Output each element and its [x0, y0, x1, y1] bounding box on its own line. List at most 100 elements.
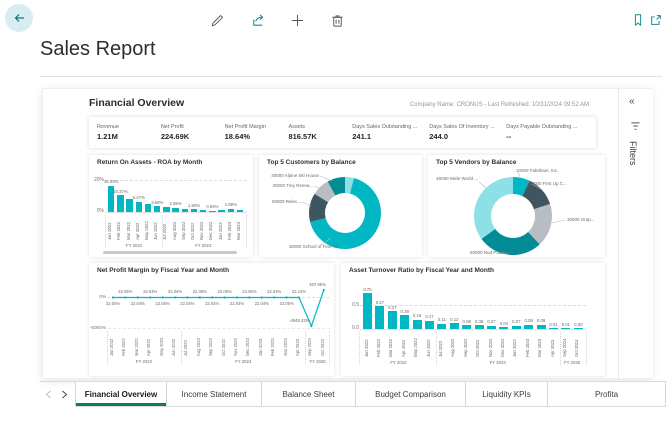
group-label: FY 2022	[390, 360, 407, 365]
x-label: May 2022	[413, 338, 419, 357]
bar-label: 16.53%	[103, 179, 119, 185]
bar	[163, 207, 170, 212]
x-label: Aug 2022	[450, 338, 456, 357]
point-label: 22.13%	[291, 289, 307, 294]
tabs-next-icon[interactable]	[61, 390, 68, 399]
bar-label: 0.19	[412, 313, 422, 319]
donut-chart	[474, 171, 566, 255]
group-label: FY 2022	[126, 243, 143, 248]
bar	[227, 208, 234, 212]
add-plus-icon[interactable]	[288, 11, 306, 29]
bar-label: 0.08	[474, 318, 484, 324]
tab-budget-comparison[interactable]: Budget Comparison	[356, 382, 466, 407]
x-label: Aug 2022	[171, 221, 177, 240]
collapse-chevron-icon[interactable]: «	[629, 96, 635, 107]
funnel-icon	[631, 122, 640, 130]
bar-label: 0.08	[462, 318, 471, 324]
point-label: 22.04%	[229, 301, 245, 306]
bar	[400, 315, 410, 329]
bar	[474, 325, 484, 329]
chart-asset-turnover[interactable]: Asset Turnover Ratio by Fiscal Year and …	[341, 263, 605, 376]
bar-label: 0.09	[536, 318, 546, 324]
popout-icon	[651, 15, 661, 25]
x-label: Mar 2023	[236, 221, 241, 240]
bar	[437, 323, 447, 329]
chart-top5-customers[interactable]: Top 5 Customers by Balance 30000 School o…	[259, 155, 422, 257]
bookmark-icon[interactable]	[629, 11, 647, 29]
share-icon[interactable]	[249, 11, 267, 29]
kpi-strip: Revenue 1.21M Net Profit 224.69K Net Profit …	[89, 117, 596, 148]
bar	[117, 195, 124, 212]
x-label: Aug 2022	[195, 338, 201, 356]
kpi-value: 18.64%	[224, 131, 251, 141]
bar-label: 0.75	[363, 286, 372, 292]
group-label: FY 2025	[309, 359, 326, 364]
bar	[190, 209, 198, 212]
bar	[573, 328, 583, 329]
x-label: Jan 2023	[512, 339, 518, 357]
bar-label: 0.00	[574, 321, 583, 327]
kpi-value: 1.21M	[97, 131, 118, 141]
plus-icon	[291, 14, 303, 26]
bar	[387, 311, 397, 329]
point-label: 207.95%	[309, 282, 326, 287]
x-label: Dec 2022	[208, 221, 214, 240]
tabs-prev-icon[interactable]	[45, 390, 52, 399]
tab-income-statement[interactable]: Income Statement	[167, 382, 262, 407]
bar	[363, 293, 372, 329]
kpi-days-payable-outstanding: Days Payable Outstanding ... --	[506, 124, 588, 141]
y-tick: -5000%	[89, 325, 106, 330]
bar-label: 0.01	[561, 321, 571, 327]
bar	[135, 201, 142, 212]
filter-funnel-icon[interactable]	[630, 119, 641, 137]
bar-label: 3.68%	[151, 199, 164, 205]
kpi-label: Assets	[288, 124, 305, 131]
axis-baseline	[105, 212, 247, 213]
chart-net-profit-margin[interactable]: Net Profit Margin by Fiscal Year and Mon…	[89, 263, 334, 376]
tab-profita[interactable]: Profita	[548, 382, 666, 407]
bar-label: 0.84%	[206, 204, 219, 210]
bar-label: 1.80%	[187, 202, 201, 208]
bookmark-flag-icon	[634, 14, 642, 26]
bar	[209, 210, 216, 212]
back-button[interactable]	[5, 4, 33, 32]
bar	[425, 320, 434, 329]
point-label: 22.05%	[217, 289, 232, 294]
kpi-label: Revenue	[97, 124, 120, 131]
open-in-new-icon[interactable]	[647, 11, 665, 29]
kpi-revenue: Revenue 1.21M	[97, 124, 161, 141]
x-label: Feb 2022	[121, 338, 127, 356]
filters-pane: « Filters	[618, 89, 653, 378]
delete-trash-icon[interactable]	[328, 11, 346, 29]
tab-balance-sheet[interactable]: Balance Sheet	[262, 382, 356, 407]
bar-label: 0.29	[400, 308, 409, 314]
point-label: 22.04%	[254, 301, 269, 306]
x-label: Jan 2023	[257, 338, 263, 356]
x-label: Jul 2022	[437, 340, 443, 357]
point-label: 22.04%	[267, 289, 282, 294]
x-label: Jan 2022	[107, 222, 113, 240]
y-tick: 0.0	[352, 325, 359, 331]
x-label: Sep 2022	[208, 338, 214, 356]
bar	[181, 208, 188, 212]
kpi-days-sales-of-inventory: Days Sales Of Inventory ... 244.0	[429, 124, 506, 141]
gridline	[105, 180, 247, 181]
bar	[412, 319, 422, 329]
chart-top5-vendors[interactable]: Top 5 Vendors by Balance 10000 Fabrikam, …	[428, 155, 605, 257]
share-arrow-icon	[252, 13, 263, 26]
bar-label: 0.09	[524, 318, 533, 324]
x-label: Oct 2022	[220, 339, 226, 356]
donut-label: 40000 Alpine Ski House	[271, 173, 319, 178]
donut-label: 50000 Nod Publishers	[470, 250, 515, 255]
tab-financial-overview[interactable]: Financial Overview	[75, 382, 167, 407]
tab-liquidity-kpis[interactable]: Liquidity KPIs	[466, 382, 548, 407]
x-label: Nov 2022	[233, 338, 238, 356]
group-divider	[162, 215, 163, 248]
chart-scrollbar[interactable]	[103, 251, 237, 254]
x-label: Feb 2022	[116, 221, 122, 240]
trash-icon	[331, 14, 343, 27]
donut-chart	[301, 175, 381, 249]
chart-roa-by-month[interactable]: Return On Assets - ROA by Month 20% 0% 16.5…	[89, 155, 253, 257]
edit-pencil-icon[interactable]	[208, 11, 226, 29]
donut-label: 30000 Grap...	[567, 217, 595, 222]
